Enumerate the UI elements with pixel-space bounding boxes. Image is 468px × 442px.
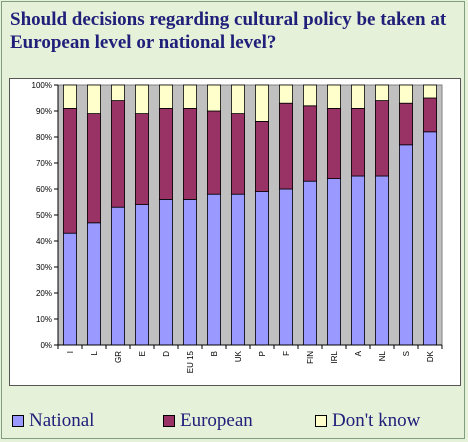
bar-segment-european [254, 121, 269, 192]
bar-segment-dontknow [135, 84, 150, 115]
y-tick-label: 40% [36, 237, 52, 246]
y-tick-label: 100% [32, 81, 52, 90]
bar-segment-national [111, 206, 126, 346]
bar-segment-national [63, 232, 78, 346]
x-tick-label: D [162, 351, 171, 357]
bar-segment-dontknow [63, 84, 78, 109]
x-tick-label: A [354, 350, 363, 356]
x-tick-label: F [282, 351, 291, 356]
bar-segment-national [230, 193, 245, 346]
bar-segment-european [350, 107, 365, 177]
y-tick-label: 30% [36, 263, 52, 272]
bar-segment-dontknow [206, 84, 221, 112]
bar-segment-national [278, 188, 293, 346]
x-tick-label: GR [114, 351, 123, 363]
bar-segment-national [374, 175, 389, 346]
x-tick-label: I [66, 351, 75, 353]
y-tick-label: 60% [36, 185, 52, 194]
y-tick-label: 80% [36, 133, 52, 142]
bar-segment-national [87, 222, 102, 346]
bar-segment-dontknow [111, 84, 126, 102]
bar-segment-european [182, 107, 197, 200]
bar-segment-national [158, 199, 173, 346]
bar-segment-european [230, 113, 245, 195]
bar-segment-national [206, 193, 221, 346]
x-tick-label: IRL [330, 350, 339, 363]
x-tick-label: FIN [306, 351, 315, 364]
legend-item-national: National [12, 410, 94, 432]
legend-swatch-european [163, 415, 175, 427]
bar-segment-european [422, 97, 437, 133]
x-tick-label: B [210, 351, 219, 356]
chart-title: Should decisions regarding cultural poli… [10, 9, 447, 53]
legend-item-european: European [163, 410, 253, 432]
bar-segment-dontknow [254, 84, 269, 122]
bar-segment-european [135, 113, 150, 205]
bar-segment-dontknow [230, 84, 245, 115]
bar-segment-european [111, 100, 126, 208]
bar-segment-dontknow [422, 84, 437, 99]
y-tick-label: 20% [36, 289, 52, 298]
bar-segment-national [422, 131, 437, 346]
bar-segment-european [87, 113, 102, 224]
bar-segment-dontknow [374, 84, 389, 102]
x-tick-label: EU 15 [186, 350, 195, 373]
legend-label-european: European [180, 410, 253, 431]
bar-segment-dontknow [182, 84, 197, 109]
bar-segment-dontknow [87, 84, 102, 115]
legend-label-dontknow: Don't know [332, 410, 421, 431]
bar-segment-european [398, 102, 413, 146]
bar-segment-dontknow [398, 84, 413, 104]
legend-swatch-dontknow [315, 415, 327, 427]
y-tick-label: 0% [40, 341, 52, 350]
y-tick-label: 50% [36, 211, 52, 220]
stacked-bar-chart: 0% 10% 20% 30% 40% 50% 60% 70% 80% 90% 100% I L GR E D E… [32, 81, 443, 373]
bar-segment-european [158, 107, 173, 200]
bar-segment-european [278, 102, 293, 190]
legend-label-national: National [29, 410, 95, 431]
bar-segment-national [302, 180, 317, 346]
bar-segment-european [63, 107, 78, 234]
bar-segment-national [254, 191, 269, 346]
bar-segment-national [326, 178, 341, 346]
y-tick-label: 90% [36, 107, 52, 116]
legend-swatch-national [12, 415, 24, 427]
x-tick-label: P [258, 351, 267, 356]
bar-segment-national [135, 204, 150, 346]
x-tick-label: UK [234, 350, 243, 362]
bar-segment-national [182, 199, 197, 346]
x-tick-label: E [138, 351, 147, 356]
y-tick-label: 10% [36, 315, 52, 324]
bar-segment-european [326, 107, 341, 179]
bar-segment-dontknow [350, 84, 365, 109]
bar-segment-dontknow [158, 84, 173, 109]
bar-segment-national [350, 175, 365, 346]
bar-segment-national [398, 144, 413, 346]
chart-area: 0% 10% 20% 30% 40% 50% 60% 70% 80% 90% 100% I L GR E D E… [9, 78, 461, 386]
bar-segment-european [206, 110, 221, 195]
legend-item-dontknow: Don't know [315, 410, 420, 432]
x-tick-label: L [90, 350, 99, 355]
bar-segment-dontknow [326, 84, 341, 109]
y-tick-label: 70% [36, 159, 52, 168]
x-tick-label: DK [426, 350, 435, 362]
bar-segment-european [302, 105, 317, 182]
x-tick-label: NL [378, 350, 387, 361]
x-tick-label: S [402, 351, 411, 356]
bar-segment-dontknow [302, 84, 317, 107]
bar-segment-dontknow [278, 84, 293, 104]
bar-segment-european [374, 100, 389, 177]
